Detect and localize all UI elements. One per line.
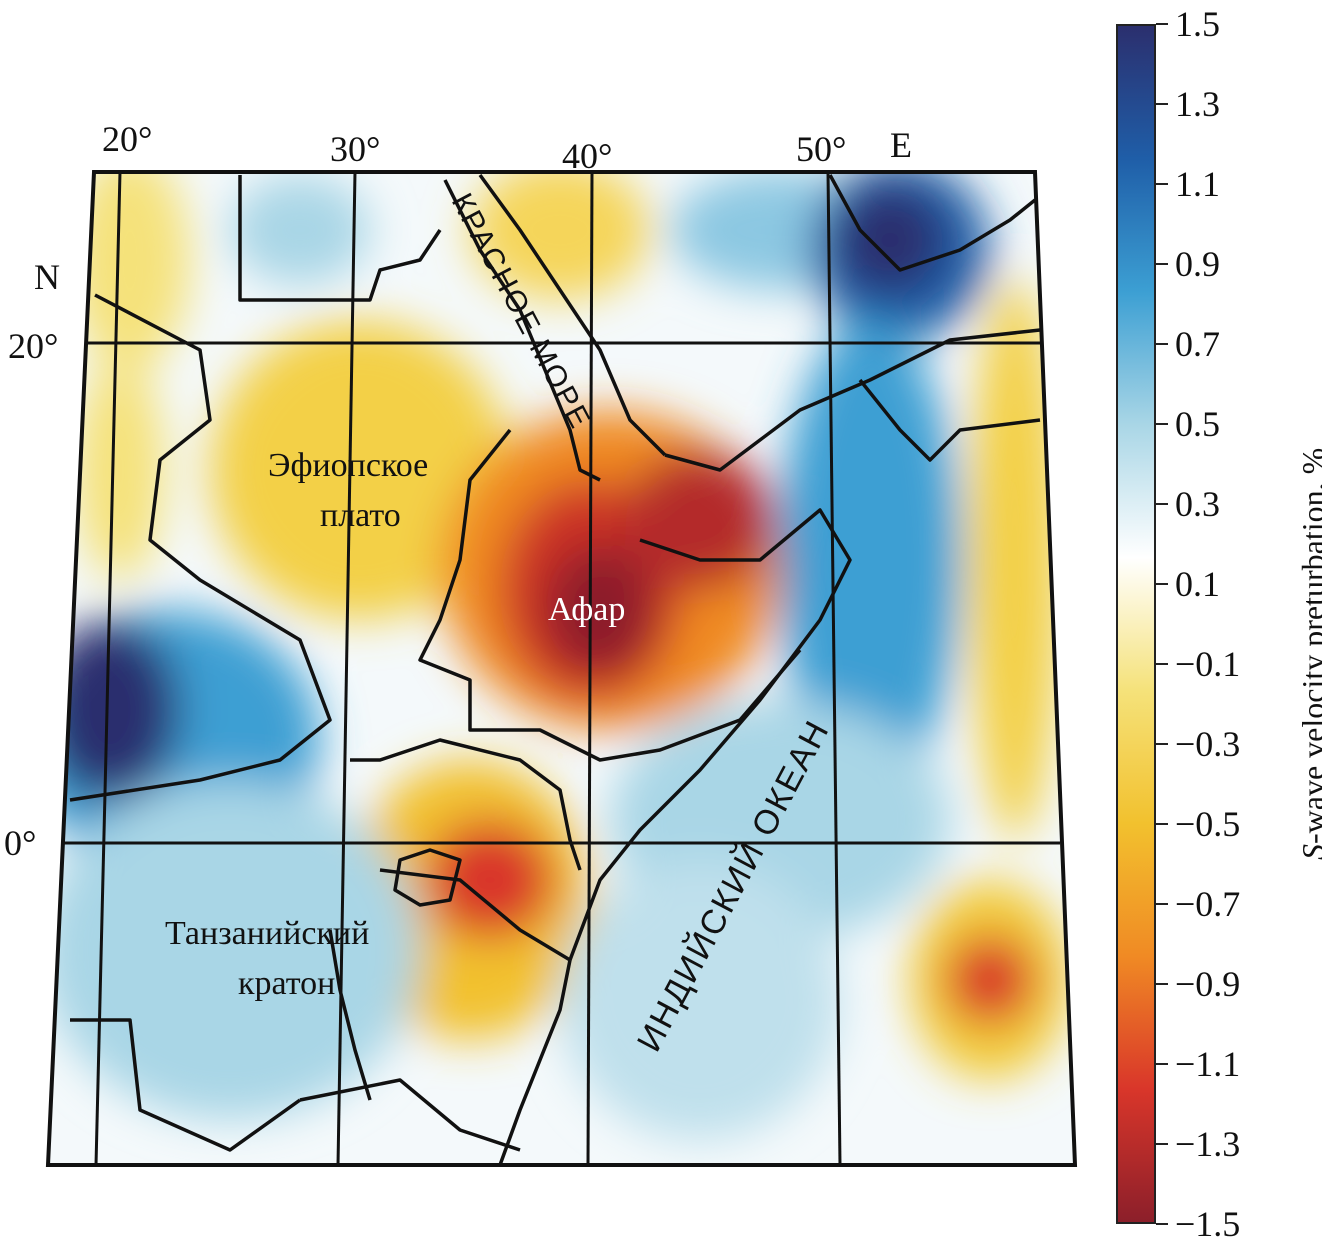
anomaly-patch	[75, 360, 165, 580]
country-border	[350, 738, 582, 871]
colorbar-tick	[1156, 103, 1168, 105]
map-frame	[45, 170, 1078, 1167]
country-border	[858, 378, 1041, 462]
colorbar-tick-label: −0.5	[1175, 804, 1241, 844]
meridian-50	[826, 172, 842, 1165]
colorbar-tick-label: 1.5	[1175, 4, 1220, 44]
lon-label-e: E	[890, 125, 912, 165]
anomaly-patch	[48, 620, 180, 800]
colorbar-tick-label: −0.1	[1175, 644, 1241, 684]
colorbar	[1116, 24, 1156, 1224]
colorbar-tick	[1156, 1143, 1168, 1145]
anomaly-patch	[70, 172, 190, 370]
tanzanian-craton-label-1: Танзанийский	[165, 915, 370, 952]
red-sea-coast-west	[443, 179, 601, 482]
colorbar-title: S-wave velocity preturbation, %	[1295, 448, 1322, 860]
anomaly-patch	[780, 320, 960, 800]
colorbar-tick	[1156, 183, 1168, 185]
lon-label-40: 40°	[562, 136, 613, 176]
colorbar-tick-label: −0.9	[1175, 964, 1241, 1004]
colorbar-tick	[1156, 503, 1168, 505]
colorbar-tick-label: −0.3	[1175, 724, 1241, 764]
colorbar-tick-label: 0.1	[1175, 564, 1220, 604]
colorbar-tick-label: 0.7	[1175, 324, 1220, 364]
colorbar-tick-label: 1.1	[1175, 164, 1220, 204]
lon-label-50: 50°	[796, 129, 847, 169]
colorbar-tick-label: 1.3	[1175, 84, 1220, 124]
colorbar-tick	[1156, 23, 1168, 25]
anomaly-patch	[48, 780, 420, 1120]
colorbar-tick-label: 0.5	[1175, 404, 1220, 444]
country-border	[299, 1078, 521, 1152]
lake-tanganyika	[328, 929, 372, 1101]
colorbar-tick-label: 0.3	[1175, 484, 1220, 524]
anomaly-patch	[210, 320, 510, 620]
lon-label-30: 30°	[330, 129, 381, 169]
anomaly-patch	[945, 935, 1035, 1025]
colorbar-tick	[1156, 583, 1168, 585]
colorbar-tick	[1156, 663, 1168, 665]
colorbar-title-text: -wave velocity preturbation, %	[1295, 448, 1322, 844]
colorbar-tick	[1156, 743, 1168, 745]
colorbar-tick-label: −1.5	[1175, 1204, 1241, 1244]
east-africa-coast	[498, 959, 572, 1165]
colorbar-tick	[1156, 1063, 1168, 1065]
colorbar-tick	[1156, 343, 1168, 345]
anomaly-patch	[970, 280, 1060, 840]
colorbar-tick	[1156, 423, 1168, 425]
lat-label-n: N	[34, 257, 60, 297]
ethiopian-plateau-label-1: Эфиопское	[268, 447, 429, 484]
colorbar-tick	[1156, 1223, 1168, 1225]
country-border	[70, 1018, 302, 1152]
tanzanian-craton-label-2: кратон	[238, 965, 336, 1002]
country-border	[238, 175, 442, 302]
gulf-of-aden-coast	[664, 328, 1041, 472]
colorbar-tick	[1156, 903, 1168, 905]
anomaly-patch	[835, 185, 945, 295]
country-border	[379, 868, 571, 962]
anomaly-patch	[545, 545, 655, 675]
colorbar-tick-label: 0.9	[1175, 244, 1220, 284]
lon-label-20: 20°	[102, 119, 153, 159]
red-sea-coast-east	[478, 173, 667, 457]
afar-label: Афар	[548, 591, 626, 628]
country-border	[418, 428, 802, 762]
arabian-peninsula-coast	[828, 174, 1037, 272]
colorbar-tick	[1156, 823, 1168, 825]
colorbar-tick	[1156, 983, 1168, 985]
ethiopian-plateau-label-2: плато	[320, 497, 401, 534]
anomaly-patch	[470, 172, 650, 300]
colorbar-tick-label: −1.3	[1175, 1124, 1241, 1164]
somali-coast	[568, 508, 852, 961]
anomaly-patch	[560, 860, 840, 1140]
anomaly-patch	[625, 450, 775, 590]
colorbar-title-variable: S	[1295, 844, 1322, 860]
anomaly-patch	[425, 820, 555, 940]
lake-victoria	[393, 848, 462, 907]
lat-label-20: 20°	[8, 326, 59, 366]
lat-label-0: 0°	[4, 823, 37, 863]
colorbar-tick	[1156, 263, 1168, 265]
anomaly-patch	[230, 175, 370, 285]
colorbar-tick-label: −0.7	[1175, 884, 1241, 924]
colorbar-tick-label: −1.1	[1175, 1044, 1241, 1084]
meridian-20	[94, 172, 122, 1165]
country-border	[69, 293, 332, 802]
